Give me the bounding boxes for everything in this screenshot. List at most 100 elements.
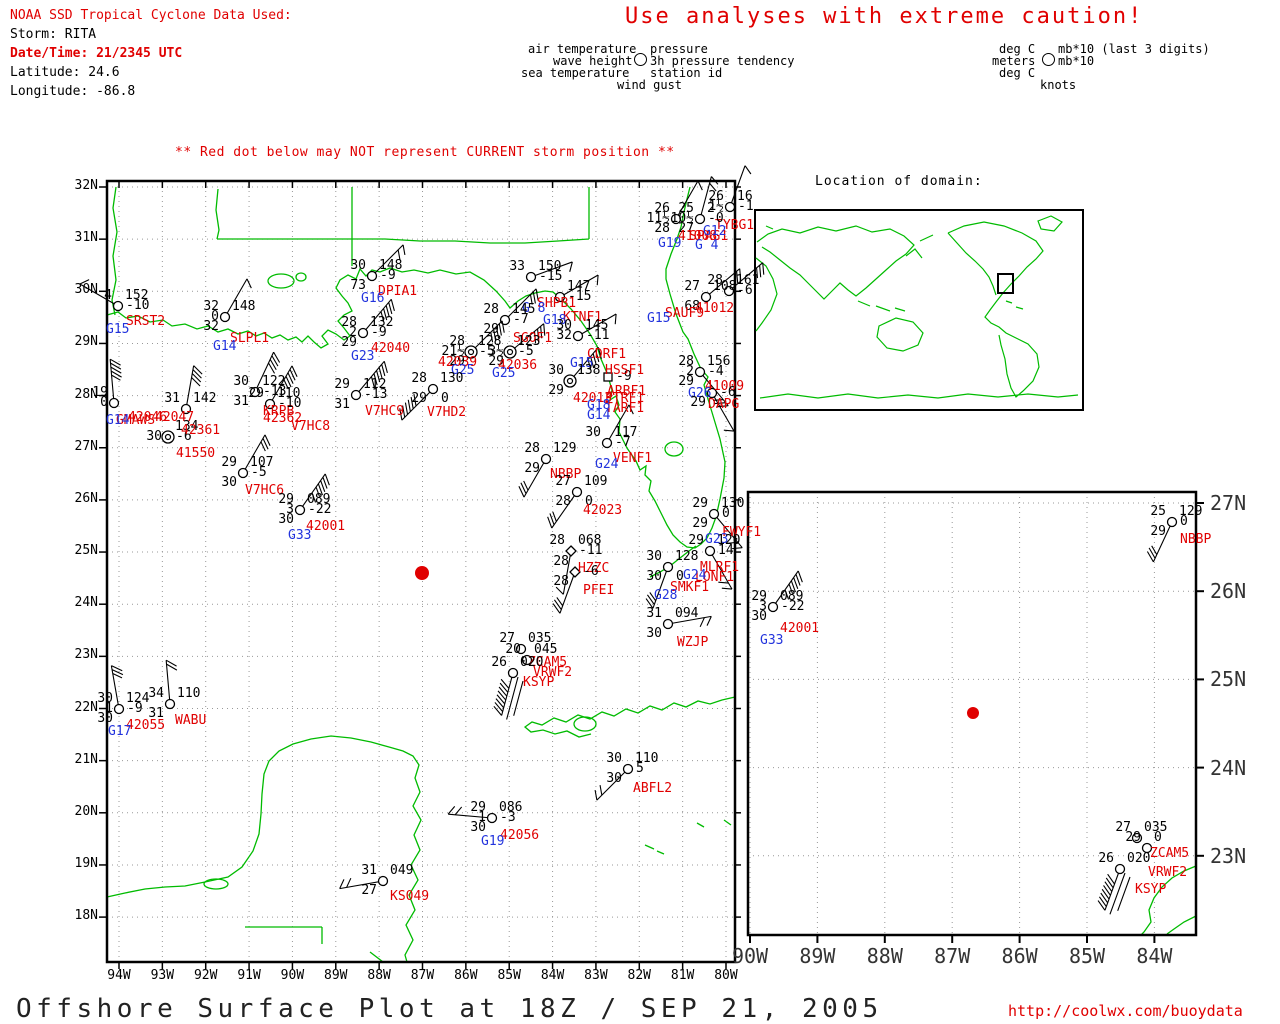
station-value: 30 bbox=[646, 626, 662, 641]
station-id-label: SHPB1 bbox=[537, 296, 577, 311]
station-value: 30 bbox=[646, 549, 662, 564]
station-value: -5 bbox=[479, 344, 495, 359]
station-id-label: V7HD2 bbox=[427, 405, 467, 420]
station-marker bbox=[350, 389, 362, 401]
station-value: 0 bbox=[585, 494, 593, 509]
header-noaa-line: NOAA SSD Tropical Cyclone Data Used: bbox=[10, 8, 292, 23]
station-id-label: SLPL1 bbox=[230, 331, 270, 346]
station-id-label: 42013 bbox=[573, 391, 613, 406]
station-value: 26 bbox=[1098, 851, 1114, 866]
lat-label: 23N bbox=[74, 647, 98, 663]
station-value: -3 bbox=[500, 810, 516, 825]
legend-wind-gust-label: wind gust bbox=[617, 78, 683, 92]
station-marker bbox=[700, 291, 712, 303]
lat-label: 20N bbox=[74, 803, 98, 819]
station-value: 4 bbox=[104, 288, 112, 303]
station-value: 31 bbox=[361, 863, 377, 878]
wind-barb bbox=[399, 388, 434, 421]
station-value: 28 bbox=[654, 221, 670, 236]
coastline bbox=[523, 696, 736, 738]
station-value: 123 bbox=[517, 334, 541, 349]
station-value: 20 bbox=[505, 642, 521, 657]
station-value: 29 bbox=[1150, 524, 1166, 539]
coastline bbox=[1140, 865, 1197, 936]
wind-barb bbox=[447, 805, 493, 819]
station-id-label: GMAWS bbox=[116, 413, 156, 428]
inset-lat-label: 23N bbox=[1210, 843, 1247, 868]
wind-barb bbox=[355, 360, 388, 396]
coastline bbox=[111, 186, 590, 316]
station-id-label: PFEI bbox=[583, 583, 615, 598]
wind-barb bbox=[645, 566, 669, 609]
wind-barb bbox=[569, 346, 602, 382]
station-value: 28 bbox=[678, 354, 694, 369]
station-value: 31 bbox=[334, 397, 350, 412]
station-id-label: VRWF2 bbox=[533, 665, 573, 680]
station-marker bbox=[464, 345, 478, 359]
station-value: 28 bbox=[555, 494, 571, 509]
legend-knots-label: knots bbox=[1040, 78, 1077, 92]
station-id-label: KRPB bbox=[263, 404, 295, 419]
station-id-label: 41012 bbox=[695, 301, 735, 316]
station-value: 30 bbox=[751, 609, 767, 624]
lat-label: 32N bbox=[74, 178, 98, 193]
world-coastline bbox=[759, 393, 1079, 399]
world-coastline bbox=[947, 232, 997, 296]
wind-barb bbox=[606, 404, 634, 444]
station-value: -9 bbox=[371, 325, 387, 340]
station-value: 5 bbox=[636, 761, 644, 776]
station-id-label: TARF1 bbox=[605, 401, 645, 416]
lake-okeechobee bbox=[664, 441, 684, 457]
station-id-label: SGOF1 bbox=[513, 331, 553, 346]
station-gid-label: G25 bbox=[451, 363, 475, 378]
station-marker bbox=[767, 601, 779, 613]
station-gid-label: G26 bbox=[688, 386, 712, 401]
lagoon bbox=[203, 878, 229, 890]
station-value: 29 bbox=[221, 455, 237, 470]
legend-meters-label: meters bbox=[992, 54, 1036, 68]
station-marker bbox=[694, 366, 706, 378]
station-marker bbox=[219, 311, 231, 323]
world-coastline bbox=[876, 317, 924, 352]
station-value: 28 bbox=[707, 273, 723, 288]
inset-lon-label: 85W bbox=[1068, 944, 1106, 968]
station-value: 2 bbox=[349, 325, 357, 340]
station-value: 134 bbox=[175, 419, 199, 434]
station-id-label: FWYF1 bbox=[722, 525, 762, 540]
station-value: 068 bbox=[578, 533, 602, 548]
station-value: 27 bbox=[678, 221, 694, 236]
station-marker bbox=[694, 213, 706, 225]
wind-barb bbox=[254, 351, 281, 393]
station-gid-label: G23 bbox=[705, 532, 729, 547]
station-marker bbox=[525, 271, 537, 283]
station-value: 29 bbox=[483, 322, 499, 337]
station-marker bbox=[1131, 832, 1143, 844]
station-value: 129 bbox=[1179, 504, 1203, 519]
header-latitude-line: Latitude: 24.6 bbox=[10, 65, 120, 80]
station-gid-label: G28 bbox=[654, 588, 678, 603]
station-value: 128 bbox=[675, 549, 699, 564]
station-value: -6 bbox=[583, 564, 599, 579]
legend-mb10-label: mb*10 bbox=[1058, 54, 1095, 68]
station-value: -5 bbox=[251, 465, 267, 480]
station-value: 28 bbox=[411, 371, 427, 386]
station-id-label: KS049 bbox=[390, 889, 430, 904]
legend-tendency-label: 3h pressure tendency bbox=[650, 54, 795, 68]
station-value: 27 bbox=[361, 883, 377, 898]
station-id-label: 42056 bbox=[500, 828, 540, 843]
site-url-link[interactable]: http://coolwx.com/buoydata bbox=[1008, 1002, 1243, 1020]
lon-label: 85W bbox=[497, 968, 521, 983]
station-value: 124 bbox=[126, 691, 150, 706]
main-map-border bbox=[105, 179, 737, 964]
station-id-label: 42039 bbox=[438, 355, 478, 370]
lat-label: 29N bbox=[74, 334, 98, 350]
station-id-label: ZCAM5 bbox=[528, 655, 568, 670]
wind-barb bbox=[110, 665, 124, 710]
station-gid-label: G 4 bbox=[695, 238, 719, 253]
station-value: 3½ bbox=[488, 344, 504, 359]
station-value: 28 bbox=[341, 315, 357, 330]
station-id-label: NBBP bbox=[1180, 532, 1212, 547]
station-marker bbox=[1166, 516, 1178, 528]
station-id-label: MLRF1 bbox=[700, 560, 740, 575]
station-value: 32 bbox=[203, 319, 219, 334]
